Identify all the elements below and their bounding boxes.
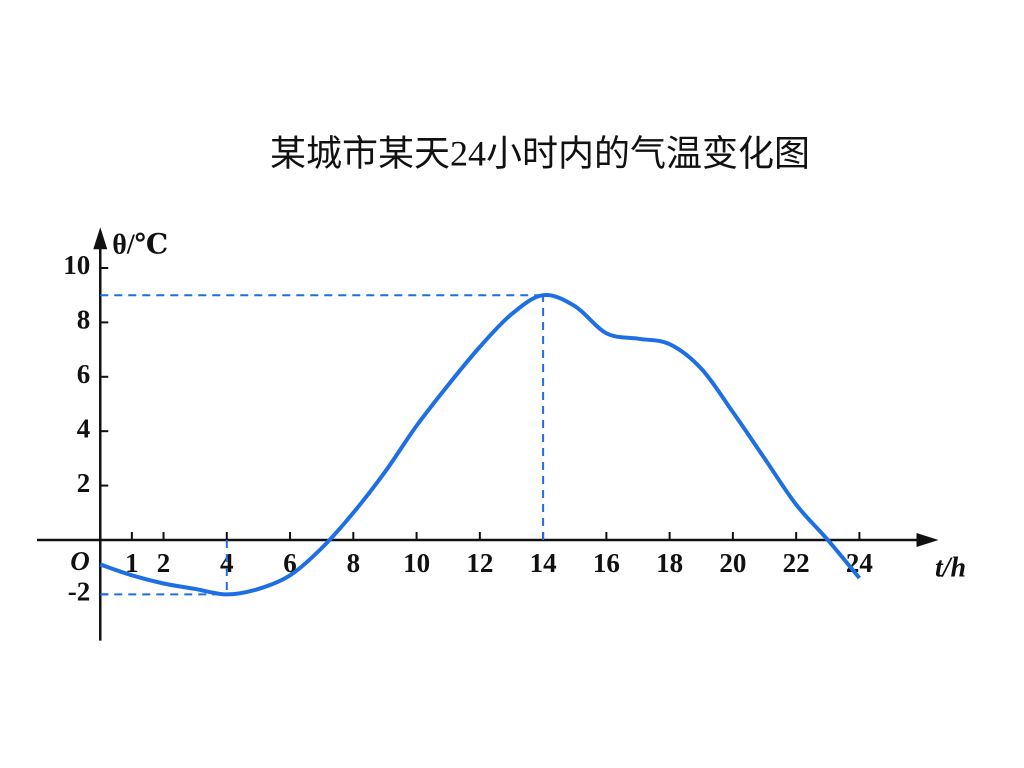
y-tick-label: 4 xyxy=(77,413,91,443)
x-tick-label: 10 xyxy=(403,548,430,578)
x-tick-label: 8 xyxy=(347,548,361,578)
x-tick-label: 4 xyxy=(220,548,234,578)
y-axis-arrow xyxy=(93,227,108,250)
x-tick-label: 24 xyxy=(846,548,873,578)
x-tick-label: 20 xyxy=(719,548,746,578)
x-tick-label: 22 xyxy=(783,548,810,578)
x-axis-arrow xyxy=(916,532,939,547)
x-tick-label: 12 xyxy=(466,548,493,578)
y-tick-label: 6 xyxy=(77,359,91,389)
x-tick-label: 2 xyxy=(157,548,171,578)
y-tick-label: 8 xyxy=(77,305,91,335)
y-tick-label: -2 xyxy=(68,577,91,607)
x-tick-label: 18 xyxy=(656,548,683,578)
y-axis-label: θ/℃ xyxy=(112,230,168,261)
x-tick-label: 14 xyxy=(530,548,557,578)
y-tick-label: 10 xyxy=(63,250,90,280)
origin-label: O xyxy=(70,546,90,576)
x-axis-label: t/h xyxy=(935,552,966,583)
x-tick-label: 16 xyxy=(593,548,620,578)
x-tick-label: 1 xyxy=(125,548,139,578)
chart-title: 某城市某天24小时内的气温变化图 xyxy=(270,133,810,173)
y-tick-label: 2 xyxy=(77,468,91,498)
